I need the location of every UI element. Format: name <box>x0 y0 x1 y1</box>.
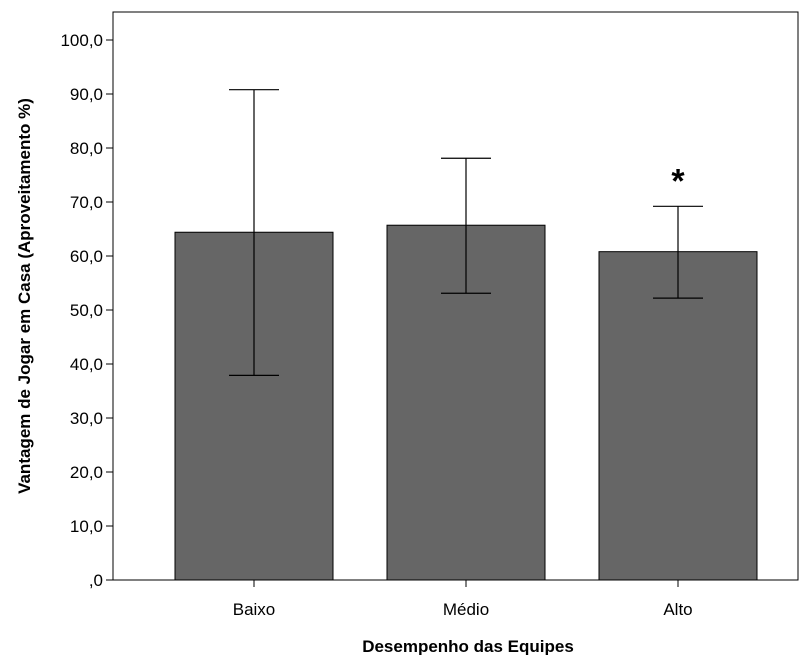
y-tick-label: 40,0 <box>70 355 103 374</box>
error-bar-alto <box>653 205 703 299</box>
y-tick-label: 10,0 <box>70 517 103 536</box>
x-tick-label: Médio <box>443 600 489 619</box>
y-tick-label: 30,0 <box>70 409 103 428</box>
y-tick-label: 50,0 <box>70 301 103 320</box>
x-tick-label: Alto <box>663 600 692 619</box>
y-tick-label: 70,0 <box>70 193 103 212</box>
y-tick-label: 100,0 <box>60 31 103 50</box>
x-tick-label: Baixo <box>233 600 276 619</box>
annotations-group: * <box>671 162 685 200</box>
y-tick-label: 60,0 <box>70 247 103 266</box>
error-bar-médio <box>441 157 491 294</box>
y-tick-label: 90,0 <box>70 85 103 104</box>
x-axis-title: Desempenho das Equipes <box>362 637 574 655</box>
axes-group <box>112 11 799 581</box>
y-tick-label: ,0 <box>89 571 103 590</box>
y-tick-label: 80,0 <box>70 139 103 158</box>
significance-asterisk: * <box>671 162 685 200</box>
plot-frame <box>112 11 799 581</box>
bar-alto <box>598 251 758 581</box>
error-bar-baixo <box>229 89 279 376</box>
y-ticks-group: ,0 10,0 20,0 30,0 40,0 50,0 60,0 70,0 80,0 90,0 10… <box>60 31 113 590</box>
y-tick-label: 20,0 <box>70 463 103 482</box>
y-axis-title: Vantagem de Jogar em Casa (Aproveitament… <box>15 98 34 494</box>
error-bars-group <box>229 89 703 376</box>
x-ticks-group: Baixo Médio Alto <box>233 580 693 619</box>
